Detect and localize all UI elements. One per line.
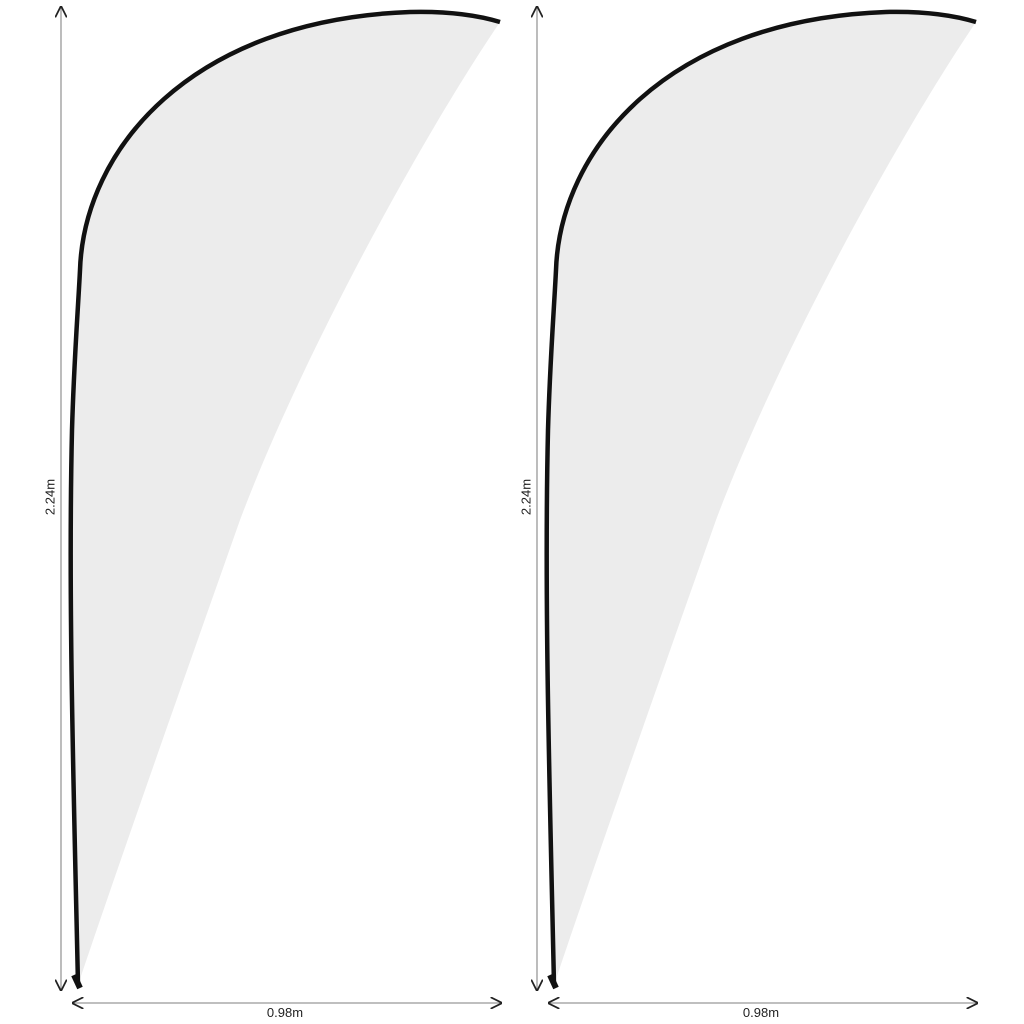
flag-right [537, 7, 977, 1003]
width-label-right: 0.98m [742, 1005, 780, 1020]
flag-left [61, 7, 501, 1003]
height-label-left: 2.24m [42, 478, 58, 516]
width-label-left: 0.98m [266, 1005, 304, 1020]
height-label-right: 2.24m [518, 478, 534, 516]
